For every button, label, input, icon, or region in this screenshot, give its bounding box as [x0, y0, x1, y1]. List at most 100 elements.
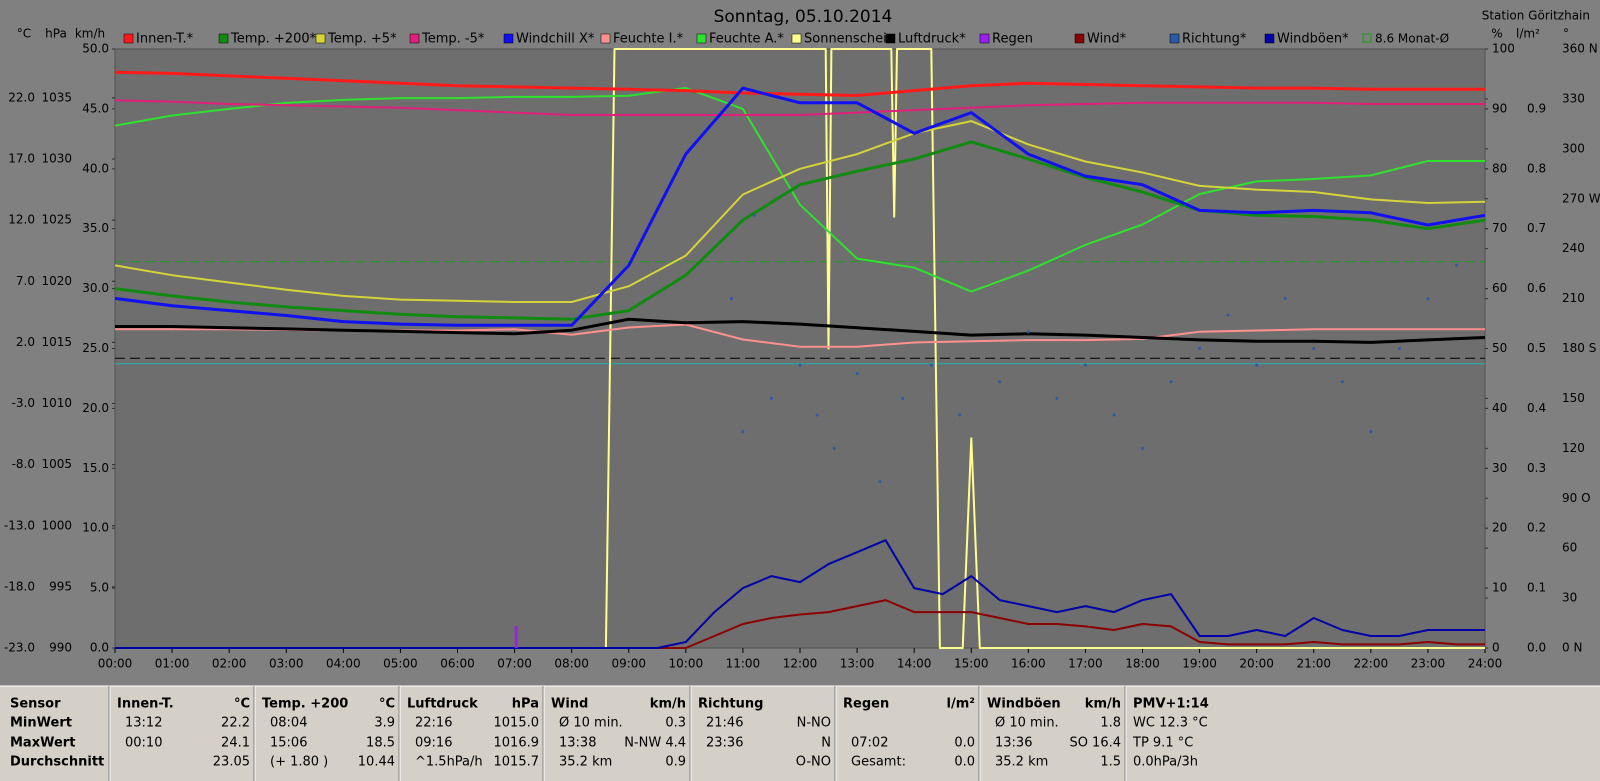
block-unit: °C [234, 697, 250, 712]
series-line [114, 70, 1485, 97]
y-tick-label: 10.0 [82, 521, 109, 535]
cell-right: 0.3 [665, 716, 686, 731]
y-tick-label: 995 [49, 579, 72, 593]
axis-unit: hPa [45, 27, 67, 41]
y-tick-label: 10 [1492, 581, 1507, 595]
station-name: Station Göritzhain [1482, 9, 1590, 23]
series-line [115, 539, 1485, 649]
cell-right: 22.2 [221, 716, 250, 731]
direction-dot [878, 480, 882, 484]
y-tick-label: 0.3 [1527, 461, 1546, 475]
direction-dot [1397, 347, 1401, 350]
cell-right: 1016.9 [494, 736, 540, 751]
direction-dot [855, 371, 859, 375]
direction-dot [815, 413, 819, 417]
y-tick-label: 5.0 [90, 581, 109, 595]
cell-right: 1015.7 [494, 755, 540, 770]
x-tick-label: 19:00 [1182, 657, 1217, 671]
x-tick-label: 08:00 [554, 657, 589, 671]
cell-right: N-NO [797, 716, 831, 731]
direction-dot [769, 396, 773, 400]
x-tick-label: 10:00 [669, 657, 704, 671]
block-title: Regen [843, 697, 889, 712]
direction-dot [1255, 363, 1259, 367]
x-tick-label: 14:00 [897, 657, 932, 671]
cell-left: 23:36 [706, 736, 743, 751]
legend-swatch [123, 33, 134, 44]
x-tick-label: 12:00 [783, 657, 818, 671]
y-tick-label: 25.0 [82, 341, 109, 355]
y-tick-label: 0.4 [1527, 401, 1546, 415]
legend-swatch [696, 33, 707, 44]
legend-swatch [979, 33, 990, 44]
cell-left: (+ 1.80 ) [270, 755, 328, 770]
direction-dot [998, 380, 1002, 384]
y-tick-label: 990 [49, 641, 72, 655]
y-tick-label: 35.0 [82, 221, 109, 235]
axis-unit: °C [17, 27, 31, 41]
series-line [114, 140, 1486, 321]
legend-swatch [1169, 33, 1180, 44]
cell-right: 1.8 [1100, 716, 1121, 731]
cell-right: 10.44 [358, 755, 395, 770]
legend-label: Richtung* [1182, 32, 1247, 47]
legend-label: Windchill X* [516, 32, 595, 47]
x-tick-label: 09:00 [611, 657, 646, 671]
y-tick-label: 1015 [41, 335, 72, 349]
axis-unit: km/h [75, 27, 105, 41]
cell-left: 09:16 [415, 736, 452, 751]
direction-dot [958, 413, 962, 417]
cell-left: 15:06 [270, 736, 307, 751]
x-tick-label: 18:00 [1125, 657, 1160, 671]
direction-dot [1312, 347, 1316, 350]
y-tick-label: -23.0 [4, 641, 35, 655]
legend-label: Feuchte A.* [709, 32, 784, 47]
y-tick-label: 0.8 [1527, 161, 1546, 175]
legend-swatch [885, 33, 896, 44]
y-tick-label: 360 N [1562, 42, 1598, 56]
y-tick-label: 0.9 [1527, 101, 1546, 115]
y-tick-label: 30 [1562, 591, 1577, 605]
cell-left: 35.2 km [995, 755, 1048, 770]
legend-swatch [315, 33, 326, 44]
x-tick-label: 22:00 [1354, 657, 1389, 671]
x-tick-label: 17:00 [1068, 657, 1103, 671]
row-label: Sensor [10, 697, 61, 712]
legend-label: Sonnenschein [804, 32, 895, 47]
direction-dot [730, 297, 733, 301]
y-tick-label: 70 [1492, 221, 1507, 235]
axis-unit: ° [1563, 27, 1569, 41]
y-tick-label: 22.0 [8, 90, 35, 104]
direction-dot [752, 213, 756, 217]
legend-label: Regen [992, 32, 1033, 47]
cell-left: TP 9.1 °C [1132, 736, 1193, 751]
y-tick-label: 1020 [41, 274, 72, 288]
cell-left: 13:12 [125, 716, 162, 731]
cell-left: WC 12.3 °C [1133, 716, 1208, 731]
y-tick-label: 50.0 [82, 42, 109, 56]
row-label: MinWert [10, 716, 72, 731]
y-tick-label: 0.2 [1527, 521, 1546, 535]
direction-dot [1169, 380, 1173, 384]
series-line [115, 48, 1485, 649]
legend-swatch [409, 33, 420, 44]
x-tick-label: 16:00 [1011, 657, 1046, 671]
y-tick-label: 7.0 [16, 274, 35, 288]
y-tick-label: 90 [1492, 101, 1507, 115]
cell-left: 0.0hPa/3h [1133, 755, 1198, 770]
x-tick-label: 20:00 [1239, 657, 1274, 671]
series-line [115, 317, 1486, 344]
y-tick-label: 100 [1492, 42, 1515, 56]
y-tick-label: 270 W [1562, 191, 1600, 205]
series-line [114, 99, 1485, 116]
y-tick-label: 0.0 [90, 641, 109, 655]
direction-dot [1340, 380, 1344, 384]
table-background [0, 686, 1600, 781]
y-tick-label: 60 [1562, 541, 1577, 555]
y-tick-label: 1030 [41, 152, 72, 166]
legend-label: Luftdruck* [898, 32, 966, 47]
direction-dot [832, 446, 836, 450]
direction-dot [929, 363, 933, 367]
series-line [114, 86, 1486, 327]
